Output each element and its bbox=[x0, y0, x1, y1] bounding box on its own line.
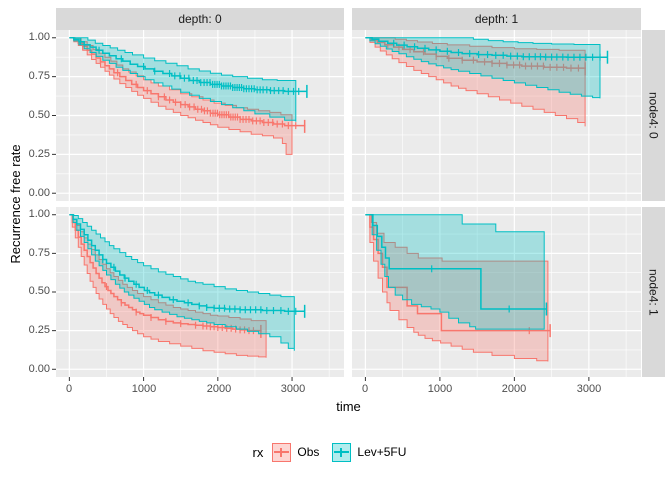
x-tick-label: 3000 bbox=[576, 383, 602, 395]
facet-strip-depth-0-label: depth: 0 bbox=[178, 12, 222, 26]
y-tick-label: 0.50 bbox=[28, 285, 50, 297]
x-tick-label: 3000 bbox=[280, 383, 306, 395]
x-tick-label: 0 bbox=[361, 383, 369, 395]
legend: rx Obs Lev+5FU bbox=[0, 441, 672, 463]
y-tick-label: 0.25 bbox=[28, 148, 50, 160]
facet-strip-node4-1-label: node4: 1 bbox=[646, 268, 661, 316]
facet-strip-node4-1: node4: 1 bbox=[642, 207, 665, 377]
legend-label-lev5fu: Lev+5FU bbox=[357, 445, 407, 459]
panel-depth0-node40 bbox=[56, 30, 344, 201]
y-tick-label: 0.75 bbox=[28, 70, 50, 82]
panel-depth1-node40 bbox=[352, 30, 641, 201]
legend-key-obs-icon bbox=[272, 442, 292, 462]
legend-item-obs: Obs bbox=[272, 442, 320, 462]
y-tick-label: 1.00 bbox=[28, 208, 50, 220]
y-tick-label: 0.25 bbox=[28, 324, 50, 336]
y-tick-label: 0.50 bbox=[28, 109, 50, 121]
y-tick-label: 1.00 bbox=[28, 31, 50, 43]
x-tick-label: 2000 bbox=[501, 383, 527, 395]
y-tick-label: 0.00 bbox=[28, 363, 50, 375]
panel-depth1-node41 bbox=[352, 207, 641, 377]
x-tick-label: 0 bbox=[65, 383, 73, 395]
facet-strip-depth-1: depth: 1 bbox=[352, 8, 641, 30]
y-tick-label: 0.75 bbox=[28, 247, 50, 259]
legend-key-lev5fu-icon bbox=[332, 442, 352, 462]
legend-title: rx bbox=[252, 444, 264, 460]
legend-item-lev5fu: Lev+5FU bbox=[332, 442, 407, 462]
facet-strip-node4-0: node4: 0 bbox=[642, 30, 665, 201]
x-tick-label: 1000 bbox=[427, 383, 453, 395]
legend-label-obs: Obs bbox=[297, 445, 320, 459]
y-tick-label: 0.00 bbox=[28, 187, 50, 199]
facet-strip-depth-0: depth: 0 bbox=[56, 8, 344, 30]
x-tick-label: 2000 bbox=[206, 383, 232, 395]
panel-depth0-node41 bbox=[56, 207, 344, 377]
x-axis-title: time bbox=[336, 399, 361, 414]
x-tick-label: 1000 bbox=[131, 383, 157, 395]
facet-strip-node4-0-label: node4: 0 bbox=[646, 92, 661, 139]
y-axis-title: Recurrence free rate bbox=[8, 144, 23, 264]
facet-strip-depth-1-label: depth: 1 bbox=[474, 12, 519, 26]
